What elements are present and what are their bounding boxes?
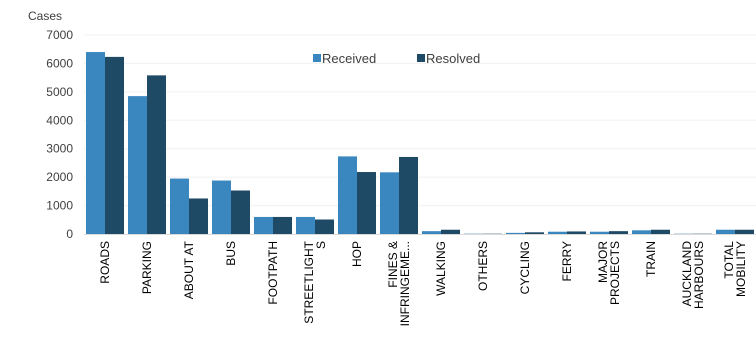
x-tick-label: HOP (350, 241, 364, 267)
x-tick-label: ABOUT AT (182, 240, 196, 299)
bar-received-1 (128, 96, 147, 234)
x-tick-label: S (314, 241, 328, 249)
bars (86, 52, 754, 235)
x-tick-label: FERRY (560, 241, 574, 281)
x-tick-label: MAJOR (596, 241, 610, 283)
x-tick-label: TOTAL (722, 241, 736, 279)
bar-received-10 (506, 232, 525, 234)
bar-received-7 (380, 172, 399, 234)
x-tick-label: PROJECTS (608, 241, 622, 305)
y-tick-label: 7000 (46, 28, 73, 42)
y-tick-label: 4000 (46, 113, 73, 127)
bar-received-3 (212, 180, 231, 234)
bar-resolved-6 (357, 172, 376, 234)
bar-resolved-11 (567, 231, 586, 234)
x-tick-label: AUCKLAND (680, 241, 694, 307)
bar-received-6 (338, 156, 357, 234)
bar-received-5 (296, 216, 315, 234)
x-axis-ticks: ROADS PARKING ABOUT AT BUS FOOTPATH STREETLIG… (98, 240, 748, 326)
y-tick-label: 1000 (46, 199, 73, 213)
bar-received-13 (632, 230, 651, 234)
bar-resolved-3 (231, 190, 250, 234)
x-tick-label: WALKING (434, 241, 448, 296)
x-tick-label: MOBILITY (734, 241, 748, 297)
bar-resolved-10 (525, 232, 544, 234)
legend-label-resolved: Resolved (426, 51, 480, 66)
x-tick-label: OTHERS (476, 241, 490, 291)
x-tick-label: INFRINGEME... (398, 241, 412, 326)
legend-swatch-received (313, 54, 321, 62)
bar-received-2 (170, 178, 189, 234)
bar-received-15 (716, 229, 735, 234)
y-tick-label: 0 (66, 227, 73, 241)
x-tick-label: FOOTPATH (266, 241, 280, 305)
bar-resolved-5 (315, 219, 334, 234)
legend-label-received: Received (322, 51, 376, 66)
bar-received-11 (548, 231, 567, 234)
bar-resolved-0 (105, 56, 124, 234)
y-axis-ticks: 0 1000 2000 3000 4000 5000 6000 7000 (46, 28, 73, 241)
y-tick-label: 5000 (46, 85, 73, 99)
bar-received-8 (422, 231, 441, 234)
x-tick-label: CYCLING (518, 241, 532, 294)
x-tick-label: ROADS (98, 241, 112, 284)
x-tick-label: BUS (224, 241, 238, 266)
bar-received-4 (254, 216, 273, 234)
x-tick-label: TRAIN (644, 241, 658, 277)
legend: Received Resolved (313, 51, 480, 66)
x-tick-label: HARBOURS (692, 241, 706, 309)
bar-received-0 (86, 52, 105, 234)
legend-swatch-resolved (417, 54, 425, 62)
bar-resolved-12 (609, 231, 628, 234)
x-tick-label: PARKING (140, 241, 154, 294)
grid-lines (84, 34, 756, 207)
y-axis-label: Cases (28, 9, 62, 23)
bar-resolved-8 (441, 229, 460, 234)
bar-resolved-1 (147, 75, 166, 235)
bar-resolved-4 (273, 216, 292, 234)
x-tick-label: STREETLIGHT (302, 240, 316, 323)
bar-resolved-13 (651, 229, 670, 234)
y-tick-label: 2000 (46, 170, 73, 184)
bar-resolved-15 (735, 229, 754, 234)
bar-received-12 (590, 231, 609, 234)
y-tick-label: 6000 (46, 56, 73, 70)
bar-resolved-2 (189, 198, 208, 234)
y-tick-label: 3000 (46, 142, 73, 156)
bar-resolved-7 (399, 156, 418, 234)
x-tick-label: FINES & (386, 241, 400, 288)
